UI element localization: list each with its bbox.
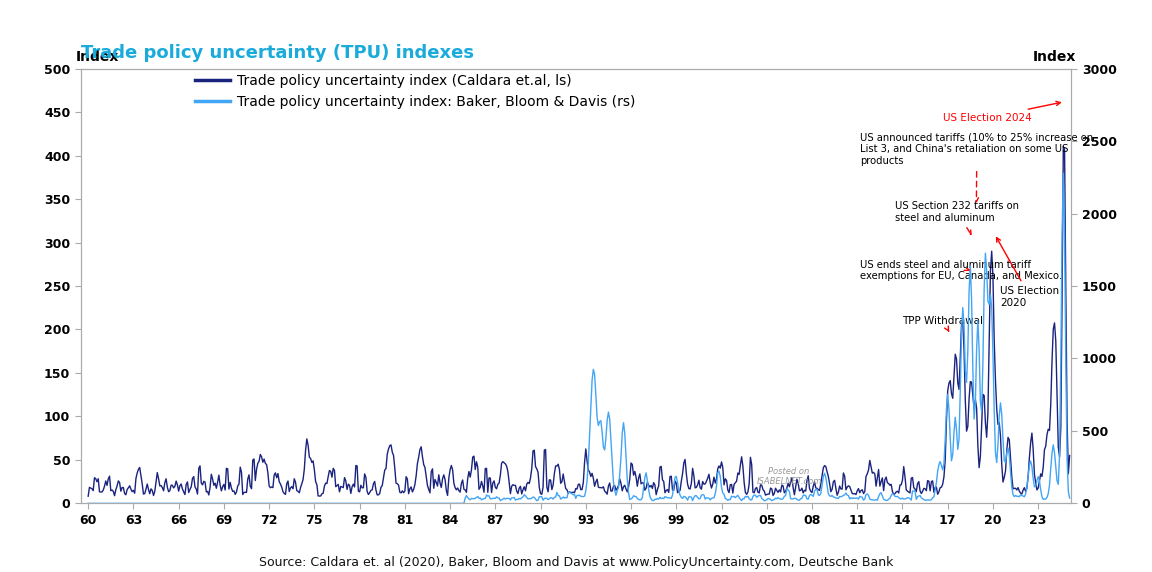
Text: Source: Caldara et. al (2020), Baker, Bloom and Davis at www.PolicyUncertainty.c: Source: Caldara et. al (2020), Baker, Bl…: [259, 556, 893, 569]
Text: Trade policy uncertainty (TPU) indexes: Trade policy uncertainty (TPU) indexes: [81, 43, 473, 62]
Text: TPP Withdrawal: TPP Withdrawal: [902, 316, 984, 331]
Text: US Election
2020: US Election 2020: [996, 237, 1060, 308]
Text: Posted on
ISABELNET.com: Posted on ISABELNET.com: [757, 467, 821, 486]
Text: Index: Index: [76, 50, 119, 64]
Legend: Trade policy uncertainty index (Caldara et.al, ls), Trade policy uncertainty ind: Trade policy uncertainty index (Caldara …: [190, 69, 641, 115]
Text: US Election 2024: US Election 2024: [943, 101, 1060, 122]
Text: US Section 232 tariffs on
steel and aluminum: US Section 232 tariffs on steel and alum…: [895, 201, 1018, 235]
Text: Index: Index: [1033, 50, 1076, 64]
Text: US announced tariffs (10% to 25% increase on
List 3, and China's retaliation on : US announced tariffs (10% to 25% increas…: [861, 133, 1093, 202]
Text: US ends steel and aluminum tariff
exemptions for EU, Canada, and Mexico.: US ends steel and aluminum tariff exempt…: [861, 260, 1062, 281]
